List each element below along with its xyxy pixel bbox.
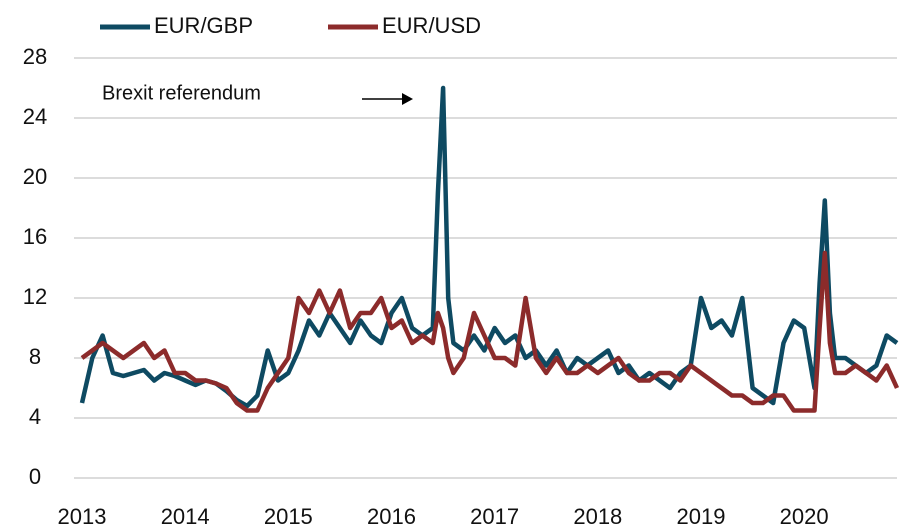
y-tick-label: 4 — [29, 404, 41, 429]
y-tick-label: 16 — [23, 224, 47, 249]
x-tick-label: 2017 — [470, 504, 519, 529]
x-tick-label: 2014 — [161, 504, 210, 529]
annotation-arrowhead — [402, 93, 413, 105]
y-tick-label: 24 — [23, 104, 47, 129]
y-tick-label: 0 — [29, 464, 41, 489]
series-line — [80, 250, 900, 413]
x-tick-label: 2018 — [573, 504, 622, 529]
x-tick-label: 2019 — [677, 504, 726, 529]
legend-label: EUR/USD — [382, 13, 481, 38]
series-line — [79, 85, 899, 409]
x-tick-label: 2015 — [264, 504, 313, 529]
y-tick-label: 8 — [29, 344, 41, 369]
annotation: Brexit referendum — [102, 82, 261, 104]
y-tick-label: 28 — [23, 44, 47, 69]
y-tick-label: 12 — [23, 284, 47, 309]
y-tick-label: 20 — [23, 164, 47, 189]
legend-label: EUR/GBP — [154, 13, 253, 38]
x-tick-label: 2016 — [367, 504, 416, 529]
x-tick-label: 2020 — [780, 504, 829, 529]
x-tick-label: 2013 — [58, 504, 107, 529]
